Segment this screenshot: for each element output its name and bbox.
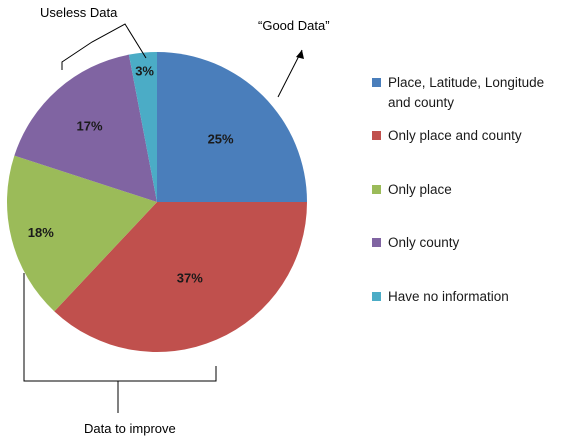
improve-data-bracket [23,273,217,382]
data-label-only-county: 17% [76,119,102,134]
legend-label-only-place-and-county: Only place and county [388,128,522,143]
legend-label-only-place: Only place [388,182,452,197]
pie-slice-only-county [14,54,158,202]
legend-label-place-latitude-longitude-and-county: Place, Latitude, Longitude and county [388,75,544,110]
legend-swatch-only-county [372,238,381,247]
data-label-have-no-information: 3% [135,64,154,79]
legend-swatch-only-place [372,185,381,194]
legend-label-have-no-information: Have no information [388,289,509,304]
annotation-useless-data: Useless Data [40,5,118,20]
data-label-only-place-and-county: 37% [177,271,203,286]
data-label-place-latitude-longitude-and-county: 25% [208,131,234,146]
pie-slices [6,52,307,353]
annotation-data-to-improve: Data to improve [84,421,176,436]
data-label-only-place: 18% [28,225,54,240]
pie-slice-only-place [6,155,157,312]
legend: Place, Latitude, Longitude and county Only… [372,75,544,304]
pie-slice-have-no-information [128,52,157,202]
pie-slice-place-latitude-longitude-and-county [157,52,307,202]
legend-label-only-county: Only county [388,235,460,250]
pie-data-labels: 25% 37% 18% 17% 3% [28,64,234,286]
legend-swatch-have-no-information [372,292,381,301]
good-data-arrowhead [296,50,304,59]
useless-data-bracket [61,23,147,70]
annotation-good-data: “Good Data” [258,18,330,33]
legend-swatch-only-place-and-county [372,131,381,140]
good-data-arrow-line [277,49,303,98]
pie-slice-only-place-and-county [54,202,307,353]
legend-swatch-place-latitude-longitude-and-county [372,78,381,87]
